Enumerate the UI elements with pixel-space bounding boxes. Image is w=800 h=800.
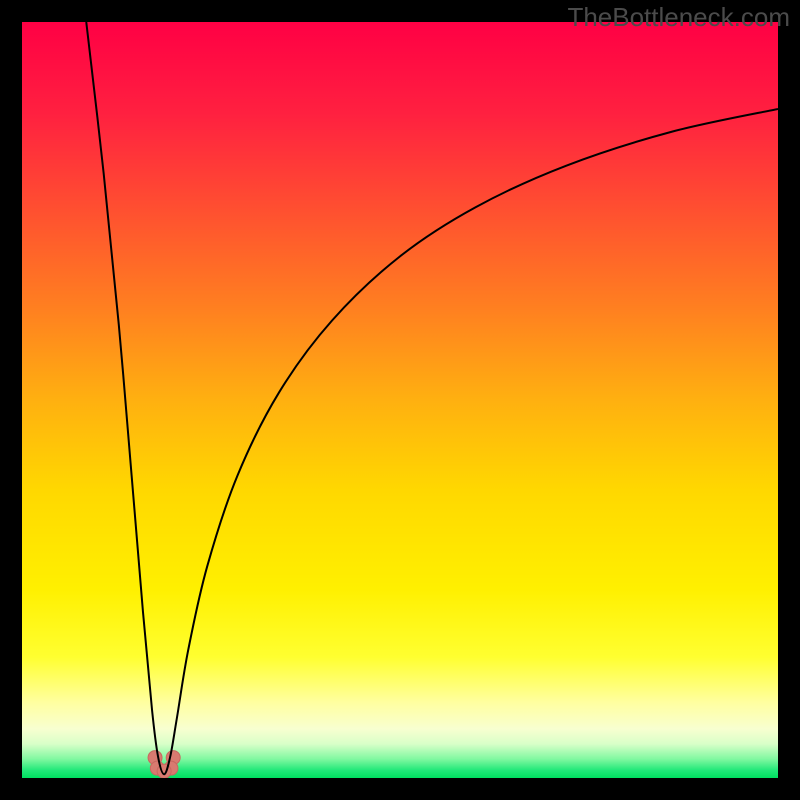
chart-container: TheBottleneck.com (0, 0, 800, 800)
gradient-background (22, 22, 778, 778)
bottleneck-chart (0, 0, 800, 800)
watermark-text: TheBottleneck.com (567, 2, 790, 33)
